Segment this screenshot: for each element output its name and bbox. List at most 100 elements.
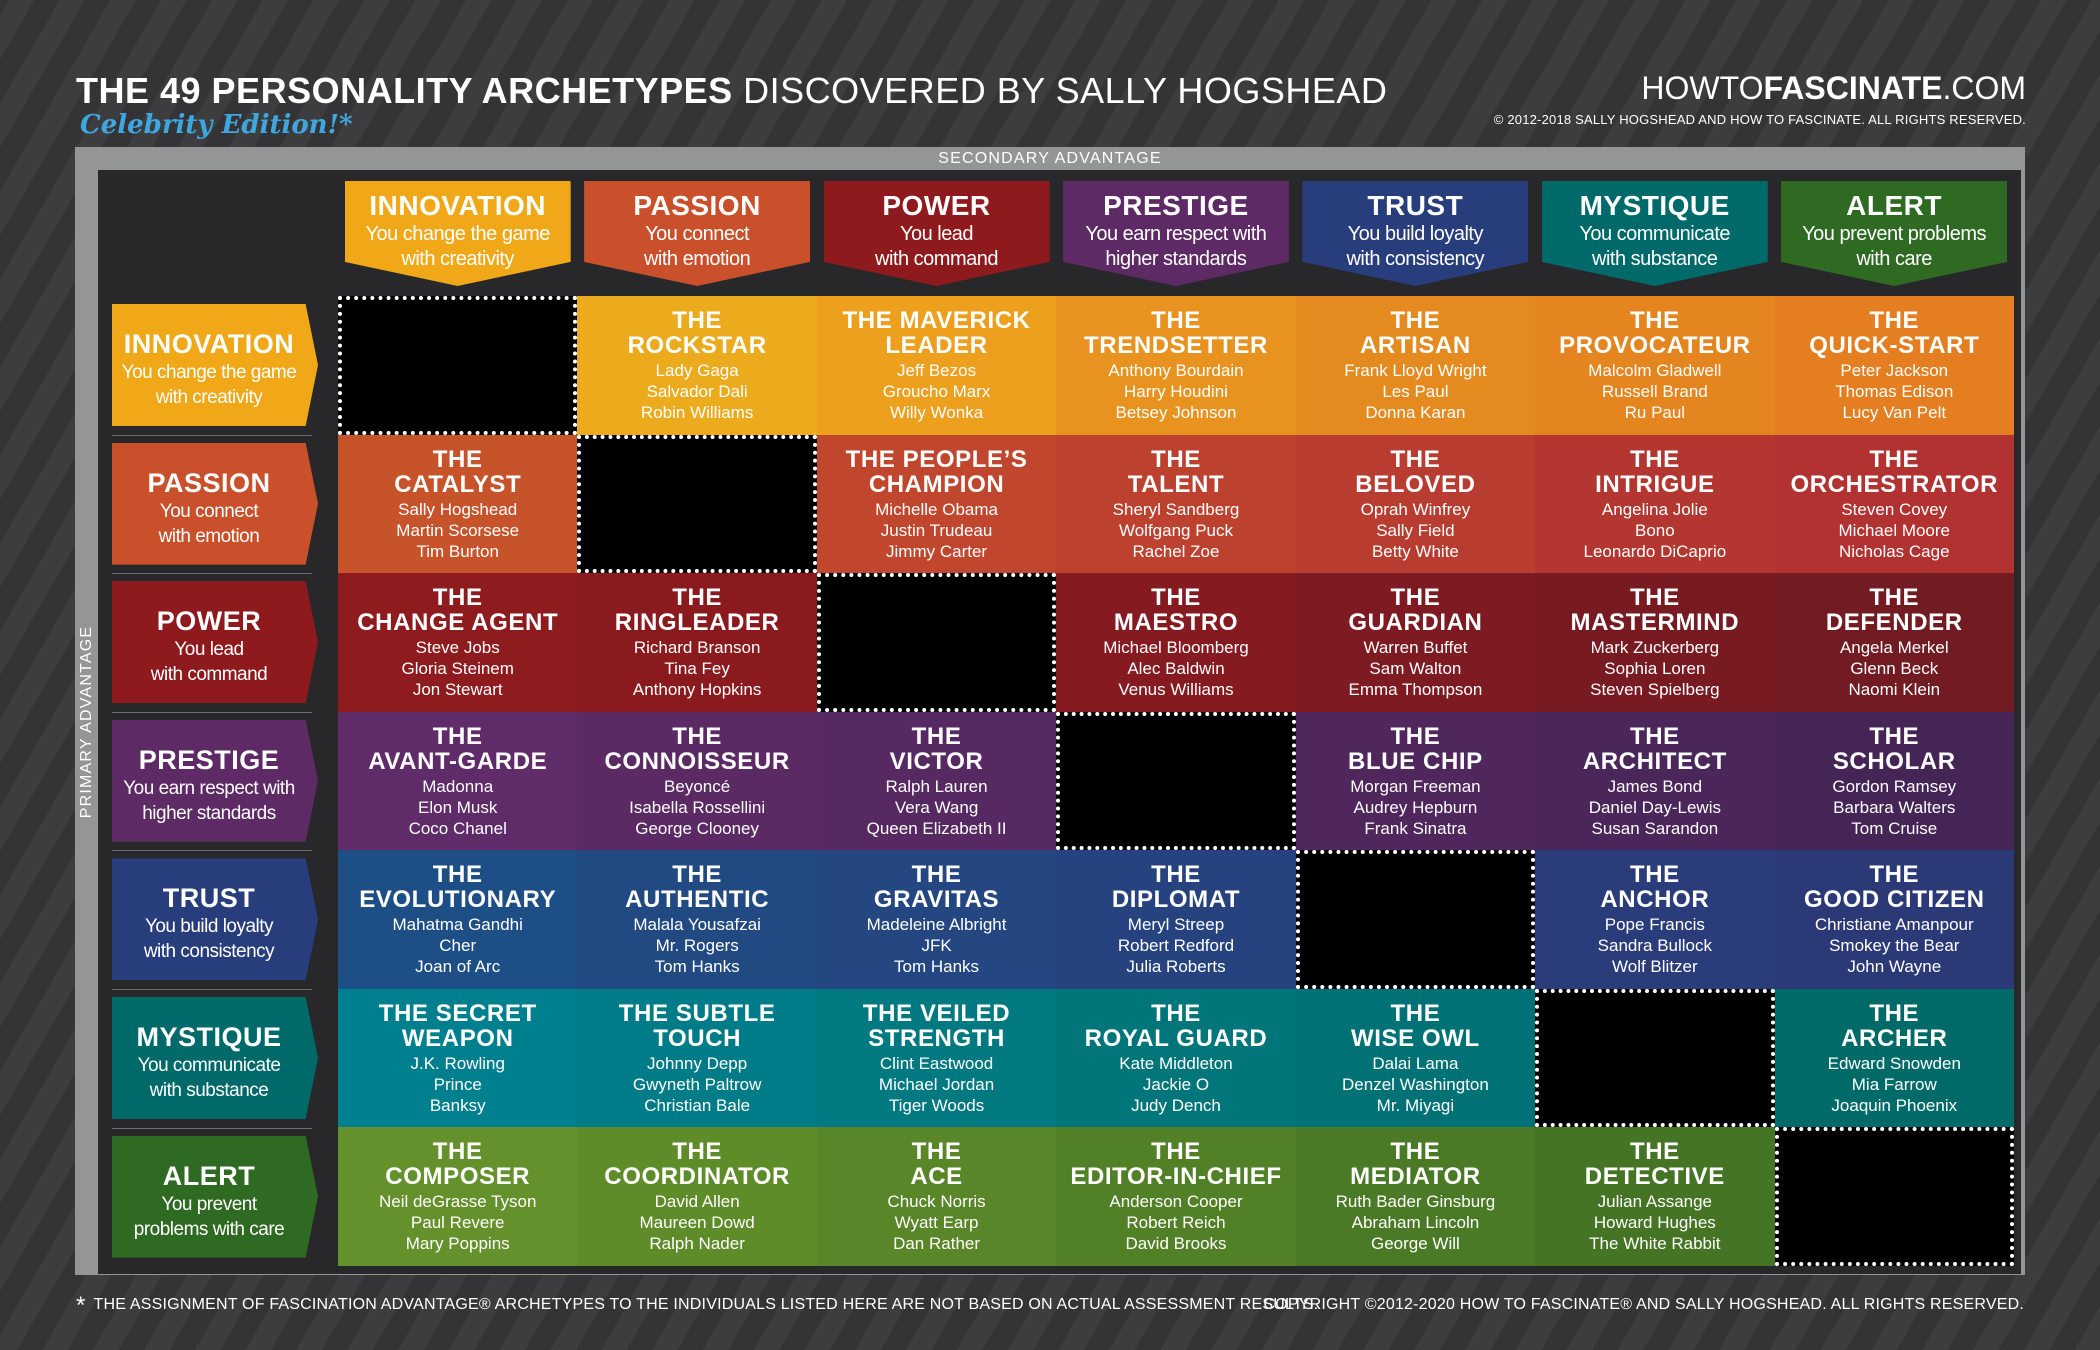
column-header-passion: PASSION You connect with emotion <box>584 181 811 286</box>
row-separator <box>112 1127 312 1129</box>
row-header-power: POWER You lead with command <box>112 581 318 704</box>
celebrity-name: Audrey Hepburn <box>1353 797 1478 817</box>
column-header-desc-line: with care <box>1856 248 1932 270</box>
archetype-names: Richard Branson Tina Fey Anthony Hopkins <box>577 637 816 700</box>
archetype-title-line: MASTERMIND <box>1570 609 1740 637</box>
empty-cell-trust <box>1295 850 1536 989</box>
site-link[interactable]: HOWTOFASCINATE.COM <box>1641 70 2026 107</box>
page-title: THE 49 PERSONALITY ARCHETYPES DISCOVERED… <box>76 70 1387 112</box>
archetype-title-line: GUARDIAN <box>1348 609 1483 637</box>
archetype-cell: THE INTRIGUE Angelina Jolie Bono Leonardo Di… <box>1535 434 1775 574</box>
celebrity-name: Glenn Beck <box>1850 659 1939 679</box>
archetype-title-line: THE <box>672 307 723 334</box>
row-separator <box>112 989 312 990</box>
archetype-cell: THE ARTISAN Frank Lloyd Wright Les Paul Donn… <box>1295 296 1536 435</box>
archetype-names: Sheryl Sandberg Wolfgang Puck Rachel Zoe <box>1056 499 1295 562</box>
celebrity-name: David Allen <box>654 1192 740 1212</box>
row-separator <box>112 850 312 852</box>
celebrity-name: Meryl Streep <box>1127 915 1225 935</box>
column-header-desc-line: You earn respect with <box>1085 223 1267 245</box>
celebrity-name: Tiger Woods <box>888 1095 985 1115</box>
row-header-trust: TRUST You build loyalty with consistency <box>112 858 318 981</box>
celebrity-name: Michael Jordan <box>878 1074 995 1094</box>
footnote-star: * <box>76 1292 86 1319</box>
empty-cell-power <box>816 573 1057 712</box>
celebrity-name: Robin Williams <box>640 403 754 422</box>
archetype-title-line: TOUCH <box>653 1024 742 1052</box>
celebrity-name: Emma Thompson <box>1348 680 1483 700</box>
archetype-names: Christiane Amanpour Smokey the Bear John W… <box>1775 914 2014 977</box>
row-header-desc-line: with consistency <box>143 941 275 963</box>
archetype-names: Warren Buffet Sam Walton Emma Thompson <box>1296 637 1535 700</box>
archetype-title-line: THE <box>1151 999 1201 1027</box>
celebrity-name: Wolfgang Puck <box>1118 520 1233 540</box>
column-header-desc-line: You build loyalty <box>1347 223 1484 245</box>
archetype-names: Michelle Obama Justin Trudeau Jimmy Carter <box>817 499 1056 562</box>
celebrity-name: Tom Hanks <box>654 957 740 977</box>
archetype-grid: THE ROCKSTAR Lady Gaga Salvador Dali Robin W… <box>338 296 2014 1266</box>
celebrity-name: Bono <box>1635 520 1675 540</box>
primary-axis-label: PRIMARY ADVANTAGE <box>76 170 98 1274</box>
archetype-title-line: BLUE CHIP <box>1348 747 1483 775</box>
archetype-names: Edward Snowden Mia Farrow Joaquin Phoenix <box>1775 1053 2014 1116</box>
celebrity-name: Justin Trudeau <box>880 520 993 540</box>
celebrity-name: Donna Karan <box>1365 403 1466 422</box>
archetype-cell: THE ARCHER Edward Snowden Mia Farrow Joaquin… <box>1774 988 2014 1128</box>
archetype-title-line: THE <box>1629 1138 1680 1166</box>
archetype-title-line: COMPOSER <box>385 1163 531 1191</box>
archetype-cell: THE EDITOR-IN-CHIEF Anderson Cooper Robert … <box>1056 1127 1296 1266</box>
celebrity-name: Wolf Blitzer <box>1612 957 1698 977</box>
archetype-title-line: PROVOCATEUR <box>1559 332 1751 359</box>
archetype-title-line: ARCHER <box>1841 1024 1948 1052</box>
celebrity-name: Gwyneth Paltrow <box>632 1074 762 1094</box>
celebrity-name: Lucy Van Pelt <box>1842 403 1947 422</box>
celebrity-name: Judy Dench <box>1131 1095 1221 1115</box>
celebrity-name: Jon Stewart <box>412 680 503 700</box>
archetype-names: Steve Jobs Gloria Steinem Jon Stewart <box>338 637 577 700</box>
archetype-cell: THE TRENDSETTER Anthony Bourdain Harry Houd… <box>1056 296 1296 435</box>
subtitle: Celebrity Edition!* <box>80 110 353 140</box>
row-header-passion: PASSION You connect with emotion <box>112 442 318 565</box>
archetype-cell: THE DEFENDER Angela Merkel Glenn Beck Naomi … <box>1774 573 2014 712</box>
celebrity-name: Sam Walton <box>1369 659 1462 679</box>
celebrity-name: Coco Chanel <box>408 818 507 838</box>
celebrity-name: George Will <box>1371 1234 1460 1254</box>
row-header-title: PRESTIGE <box>138 744 280 775</box>
column-header-desc-line: with creativity <box>401 248 514 270</box>
empty-cell-mystique <box>1535 988 1775 1128</box>
archetype-title-line: THE <box>1390 307 1441 334</box>
archetype-cell: THE MEDIATOR Ruth Bader Ginsburg Abraham Li… <box>1295 1127 1536 1266</box>
footnote: * THE ASSIGNMENT OF FASCINATION ADVANTAGE… <box>76 1292 1318 1320</box>
archetype-cell: THE TALENT Sheryl Sandberg Wolfgang Puck Rac… <box>1056 434 1296 574</box>
celebrity-name: Clint Eastwood <box>879 1053 994 1073</box>
celebrity-name: Edward Snowden <box>1827 1053 1961 1073</box>
celebrity-name: Steven Spielberg <box>1590 680 1720 700</box>
archetype-names: Frank Lloyd Wright Les Paul Donna Karan <box>1296 360 1535 423</box>
celebrity-name: Lady Gaga <box>655 361 739 380</box>
archetype-names: Malala Yousafzai Mr. Rogers Tom Hanks <box>577 914 816 977</box>
celebrity-name: Julian Assange <box>1597 1192 1713 1212</box>
archetype-cell: THE VEILED STRENGTH Clint Eastwood Michael … <box>816 988 1057 1128</box>
archetype-title-line: THE MAVERICK <box>842 307 1031 334</box>
row-header-desc-line: You build loyalty <box>144 916 274 938</box>
column-header-power: POWER You lead with command <box>823 181 1050 286</box>
celebrity-name: Rachel Zoe <box>1132 541 1220 561</box>
archetype-cell: THE DETECTIVE Julian Assange Howard Hughes T… <box>1535 1127 1775 1266</box>
celebrity-name: Anderson Cooper <box>1109 1192 1243 1212</box>
archetype-title-line: WEAPON <box>401 1024 514 1052</box>
column-header-title: PRESTIGE <box>1103 190 1249 221</box>
celebrity-name: Mr. Rogers <box>655 936 739 956</box>
celebrity-name: Alec Baldwin <box>1127 659 1225 679</box>
celebrity-name: Elon Musk <box>418 797 498 817</box>
archetype-cell: THE ACE Chuck Norris Wyatt Earp Dan Rather <box>816 1127 1057 1266</box>
column-header-mystique: MYSTIQUE You communicate with substance <box>1541 181 1768 286</box>
celebrity-name: Mary Poppins <box>405 1234 510 1254</box>
celebrity-name: Harry Houdini <box>1124 382 1228 401</box>
archetype-cell: THE COORDINATOR David Allen Maureen Dowd Ral… <box>577 1127 817 1266</box>
celebrity-name: Prince <box>433 1074 482 1094</box>
archetype-title-line: THE <box>1629 584 1680 612</box>
celebrity-name: Howard Hughes <box>1593 1213 1716 1233</box>
celebrity-name: Groucho Marx <box>882 382 991 401</box>
celebrity-name: Mia Farrow <box>1851 1074 1937 1094</box>
celebrity-name: Mark Zuckerberg <box>1590 638 1720 658</box>
